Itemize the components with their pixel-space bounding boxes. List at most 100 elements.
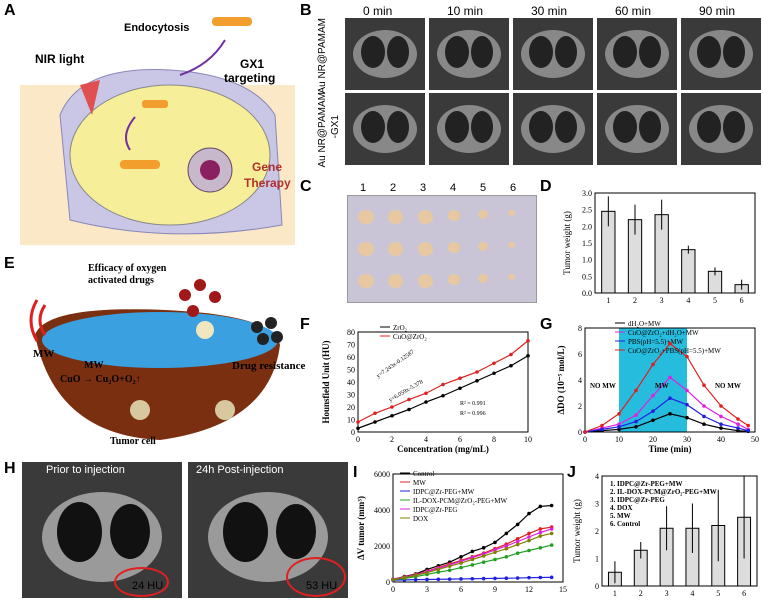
- x-tick-label: 30: [683, 435, 691, 444]
- plot-frame: [392, 473, 564, 583]
- data-point: [424, 391, 428, 396]
- data-point: [736, 428, 740, 433]
- data-point: [719, 426, 723, 430]
- panel-e-illustration: [29, 279, 283, 440]
- tumor-column-number: 2: [390, 182, 397, 194]
- data-point: [447, 577, 452, 581]
- data-point: [470, 576, 475, 581]
- legend-entry: IL-DOX-PCM@ZrO₂-PEG+MW: [413, 497, 507, 505]
- tumor-sample: [448, 274, 460, 285]
- data-point: [481, 546, 486, 550]
- ct-scan-tile: [513, 18, 593, 90]
- legend-entry: MW: [413, 479, 426, 487]
- data-point: [617, 422, 621, 426]
- legend-entry: dH₂O+MW: [628, 320, 661, 328]
- data-point: [504, 555, 509, 559]
- panel-label-g: G: [540, 316, 553, 333]
- gene-label: Gene: [252, 160, 283, 174]
- x-tick-label: 6: [742, 589, 746, 598]
- data-point: [470, 549, 475, 554]
- ct-scan-tile: [513, 93, 593, 165]
- y-axis-label: ΔDO (10⁻⁵ mol/L): [556, 345, 566, 414]
- data-point: [425, 577, 429, 582]
- tumor-sample: [448, 242, 460, 253]
- y-tick-label: 4: [595, 472, 599, 481]
- prior-injection-label: Prior to injection: [46, 464, 125, 476]
- data-point: [481, 576, 486, 581]
- tumor-sample: [418, 210, 433, 224]
- data-point: [413, 577, 418, 582]
- data-point: [736, 417, 740, 421]
- data-point: [685, 415, 689, 420]
- x-tick-label: 10: [524, 435, 532, 444]
- y-tick-label: 2.0: [582, 222, 592, 231]
- data-point: [504, 544, 509, 548]
- data-point: [702, 383, 706, 387]
- panel-label-b: B: [300, 2, 312, 19]
- chart-f-hounsfield: 0 2 4 6 8 10 0 10 20 30 40 50 60 70 80 Concentration (m…: [321, 324, 532, 454]
- data-point: [538, 527, 543, 531]
- data-point: [719, 422, 723, 426]
- data-point: [436, 570, 441, 574]
- data-point: [515, 522, 520, 527]
- legend-entry: 6. Control: [610, 520, 640, 528]
- data-point: [390, 413, 394, 418]
- region-label: NO MW: [715, 382, 741, 390]
- data-point: [702, 404, 706, 408]
- panel-a-illustration: [20, 17, 295, 245]
- data-point: [746, 428, 750, 433]
- data-point: [634, 425, 638, 429]
- data-point: [515, 542, 520, 547]
- data-point: [458, 386, 462, 391]
- data-point: [549, 527, 554, 531]
- hu-24-label: 24 HU: [132, 580, 164, 592]
- chart-j-tumor-weight: 0 1 2 3 4 Tumor weight (g) 1 2 3 4 5 6 1. IDPC@Zr-PE…: [572, 472, 758, 598]
- x-tick-label: 1: [606, 296, 610, 305]
- data-point: [549, 531, 554, 536]
- x-tick-label: 8: [492, 435, 496, 444]
- efficacy-label-2: activated drugs: [88, 275, 154, 286]
- tumor-sample: [388, 242, 403, 256]
- x-tick-label: 0: [391, 585, 395, 594]
- tumor-sample: [358, 242, 374, 257]
- data-point: [685, 402, 689, 407]
- data-point: [617, 412, 621, 416]
- endocytosis-label: Endocytosis: [124, 22, 190, 34]
- data-point: [492, 361, 496, 366]
- data-point: [527, 575, 531, 580]
- data-point: [413, 573, 418, 578]
- time-label: 90 min: [699, 4, 736, 18]
- tumor-sample: [358, 274, 374, 289]
- legend-entry: CuO@ZrO₂: [393, 333, 427, 341]
- y-tick-label: 3.0: [582, 189, 592, 198]
- data-point: [651, 393, 655, 398]
- data-point: [441, 393, 445, 398]
- data-point: [481, 560, 486, 564]
- data-point: [407, 397, 411, 402]
- data-point: [493, 576, 497, 581]
- region-label: MW: [655, 382, 669, 390]
- panel-label-j: J: [567, 464, 576, 481]
- data-point: [600, 427, 604, 432]
- legend-entry: PBS(pH=5.5)+MW: [628, 338, 684, 346]
- data-point: [702, 414, 706, 419]
- legend-entry: CuO@ZrO₂+PBS(pH=5.5)+MW: [628, 347, 721, 355]
- legend-entry: 1. IDPC@Zr-PEG+MW: [610, 480, 682, 488]
- tumor-sample: [478, 274, 488, 283]
- mw-label: MW: [33, 348, 55, 360]
- panel-label-e: E: [4, 255, 15, 272]
- data-point: [746, 423, 750, 428]
- data-point: [424, 400, 428, 404]
- data-point: [538, 546, 543, 550]
- x-tick-label: 12: [525, 585, 533, 594]
- series-line: [357, 340, 529, 423]
- legend-entry: DOX: [413, 515, 428, 523]
- tumor-cell-label: Tumor cell: [110, 436, 156, 447]
- panel-label-f: F: [300, 316, 310, 333]
- tumor-column-number: 4: [450, 182, 457, 194]
- ct-post-injection: 24h Post-injection 53 HU: [188, 462, 348, 598]
- y-tick-label: 4: [578, 376, 582, 385]
- data-point: [441, 382, 445, 387]
- data-point: [634, 419, 638, 424]
- y-tick-label: 60: [347, 353, 355, 362]
